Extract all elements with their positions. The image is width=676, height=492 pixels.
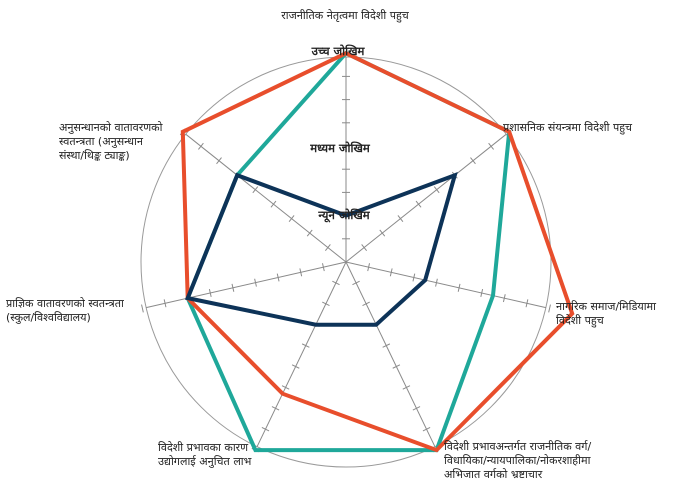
axis-tick	[480, 288, 484, 297]
series-line-2	[180, 50, 575, 453]
axis-tick	[301, 343, 310, 348]
axis-label-industry-unfair-advantage: विदेशी प्रभावका कारण उद्योगलाई अनुचित ला…	[158, 441, 308, 469]
axis-label-line: स्वतन्त्रता (अनुसन्धान	[59, 135, 143, 148]
axis-spoke	[185, 133, 347, 263]
axis-tick	[502, 294, 506, 303]
axis-spoke	[345, 133, 507, 263]
axis-tick	[141, 304, 144, 313]
axis-tick	[422, 427, 431, 432]
axis-label-line: उद्योगलाई अनुचित लाभ	[158, 455, 252, 468]
level-label-high: उच्च जोखिम	[311, 44, 365, 58]
axis-label-line: (स्कुल/विश्वविद्यालय)	[6, 311, 91, 324]
axis-tick	[198, 142, 204, 150]
axis-spoke	[345, 261, 436, 447]
axis-label-research-freedom: अनुसन्धानको वातावरणको स्वतन्त्रता (अनुसन…	[59, 121, 199, 163]
axis-tick	[392, 364, 401, 369]
axis-tick	[288, 215, 295, 223]
axis-tick	[322, 263, 325, 272]
axis-label-administrative-mechanism: प्रशासनिक संयन्त्रमा विदेशी पहुच	[503, 121, 633, 134]
axis-tick	[382, 343, 391, 348]
axis-tick	[435, 278, 438, 287]
axis-tick	[261, 427, 270, 432]
axis-tick	[276, 273, 280, 282]
axis-tick	[299, 268, 303, 277]
axis-tick	[362, 301, 370, 306]
axis-tick	[324, 244, 331, 251]
axis-tick	[254, 278, 257, 287]
axis-tick	[488, 142, 494, 150]
axis-tick	[412, 406, 421, 411]
axis-label-line: नागरिक समाज/मिडियामा	[556, 300, 656, 313]
axis-tick	[271, 406, 280, 411]
axis-tick	[470, 157, 476, 165]
axis-tick	[457, 283, 461, 292]
axis-tick	[415, 200, 422, 208]
axis-tick	[402, 385, 411, 390]
axis-spoke	[256, 261, 347, 447]
axis-tick	[361, 244, 368, 251]
axis-tick	[322, 301, 330, 306]
axis-tick	[412, 273, 416, 282]
axis-spoke	[146, 261, 347, 309]
axis-tick	[252, 186, 259, 194]
axis-label-political-leadership: राजनीतिक नेतृत्वमा विदेशी पहुच	[281, 9, 409, 22]
axis-label-line: विदेशी प्रभावका कारण	[158, 441, 249, 454]
axis-label-line: विधायिका/न्यायपालिका/नोकरशाहीमा	[444, 454, 591, 467]
axis-tick	[270, 200, 277, 208]
series-line-1	[185, 50, 512, 453]
axis-label-elite-corruption: विदेशी प्रभावअन्तर्गत राजनीतिक वर्ग/ विध…	[444, 440, 674, 482]
axis-tick	[352, 280, 360, 286]
level-label-medium: मध्यम जोखिम	[310, 141, 370, 155]
axis-tick	[231, 283, 235, 292]
level-label-low: न्यून जोखिम	[318, 208, 370, 222]
axis-tick	[306, 229, 313, 237]
axis-tick	[216, 157, 222, 165]
axis-tick	[367, 263, 370, 272]
axis-tick	[163, 299, 167, 308]
axis-tick	[208, 288, 212, 297]
axis-tick	[332, 280, 340, 286]
axis-tick	[433, 186, 440, 194]
axis-tick	[281, 385, 290, 390]
axis-spoke	[345, 261, 546, 309]
axis-label-academic-freedom: प्राज्ञिक वातावरणको स्वतन्त्रता (स्कुल/व…	[6, 297, 181, 325]
axis-tick	[548, 304, 551, 313]
axis-tick	[525, 299, 529, 308]
axis-tick	[291, 364, 300, 369]
axis-label-line: प्राज्ञिक वातावरणको स्वतन्त्रता	[6, 297, 124, 310]
axis-label-civil-society-media: नागरिक समाज/मिडियामा विदेशी पहुच	[556, 300, 674, 328]
axis-tick	[379, 229, 386, 237]
axis-label-line: विदेशी पहुच	[556, 314, 604, 327]
axis-label-line: विदेशी प्रभावअन्तर्गत राजनीतिक वर्ग/	[444, 440, 592, 453]
axis-tick	[397, 215, 404, 223]
axis-tick	[389, 268, 393, 277]
axis-label-line: संस्था/थिङ्क ट्याङ्क)	[59, 149, 130, 162]
series-line-3	[184, 171, 458, 327]
axis-label-line: अभिजात वर्गको भ्रष्टाचार	[444, 468, 543, 481]
axis-label-line: अनुसन्धानको वातावरणको	[59, 121, 163, 134]
